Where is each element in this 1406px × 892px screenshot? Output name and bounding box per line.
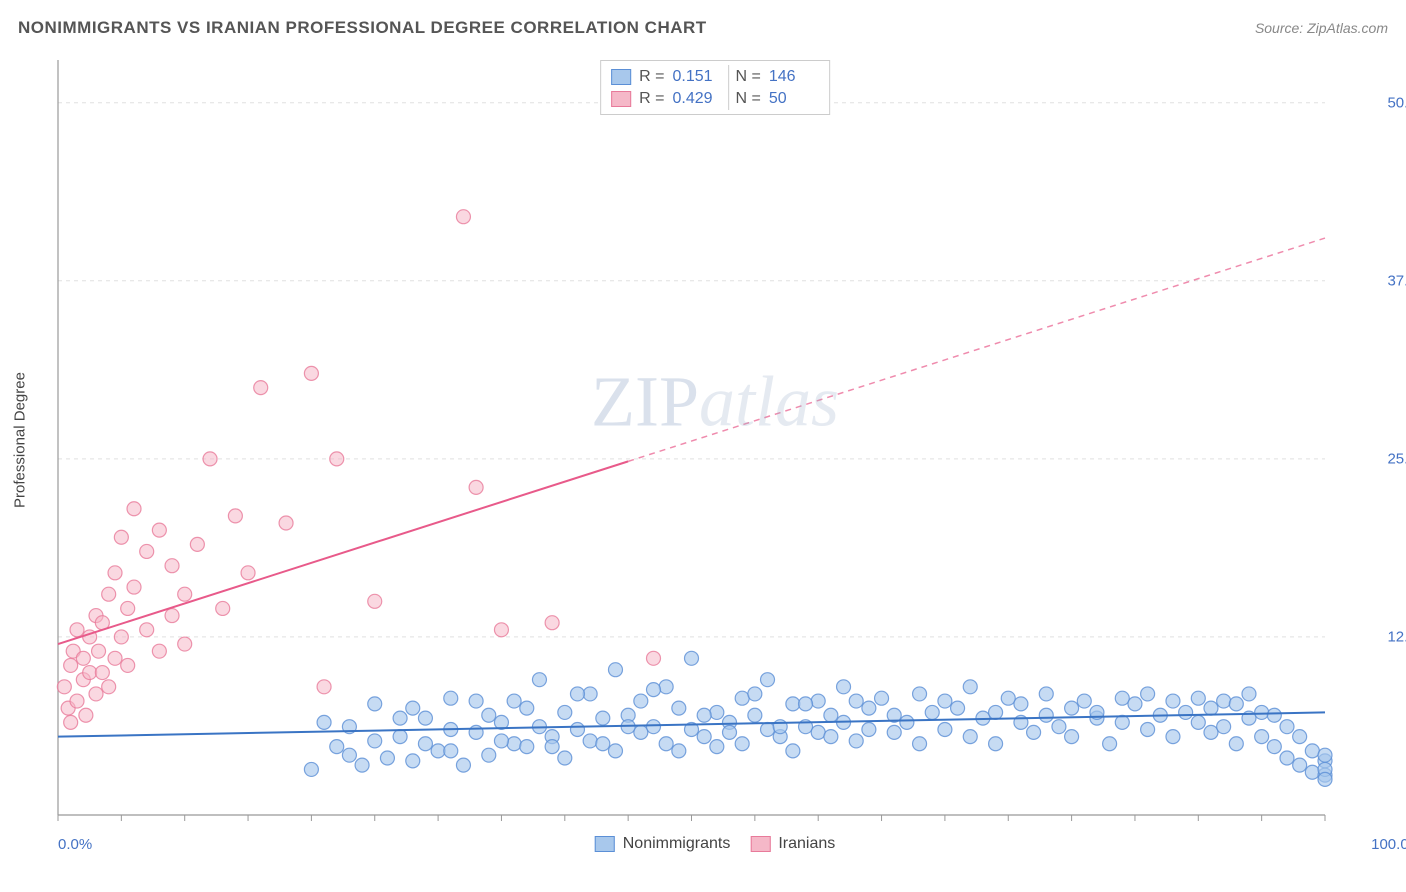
source-attribution: Source: ZipAtlas.com [1255,20,1388,36]
y-tick-label: 12.5% [1387,628,1406,645]
correlation-stats-legend: R = 0.151 R = 0.429 N = 146 N = 50 [600,60,830,115]
y-tick-label: 37.5% [1387,272,1406,289]
scatter-plot-svg [50,55,1380,825]
chart-area: ZIPatlas Professional Degree 0.0% 100.0%… [50,55,1380,825]
chart-title: NONIMMIGRANTS VS IRANIAN PROFESSIONAL DE… [18,18,707,38]
legend-item-nonimmigrants: Nonimmigrants [595,835,731,853]
y-tick-label: 25.0% [1387,450,1406,467]
x-axis-max-label: 100.0% [1371,836,1406,853]
swatch-nonimmigrants [611,69,631,85]
y-axis-label: Professional Degree [12,372,29,508]
y-tick-label: 50.0% [1387,94,1406,111]
legend-item-iranians: Iranians [750,835,835,853]
stats-row-iranians: R = 0.429 [611,88,722,110]
x-axis-min-label: 0.0% [58,836,92,853]
stats-row-nonimmigrants: R = 0.151 [611,66,722,88]
series-legend: Nonimmigrants Iranians [595,835,836,853]
swatch-iranians [611,91,631,107]
